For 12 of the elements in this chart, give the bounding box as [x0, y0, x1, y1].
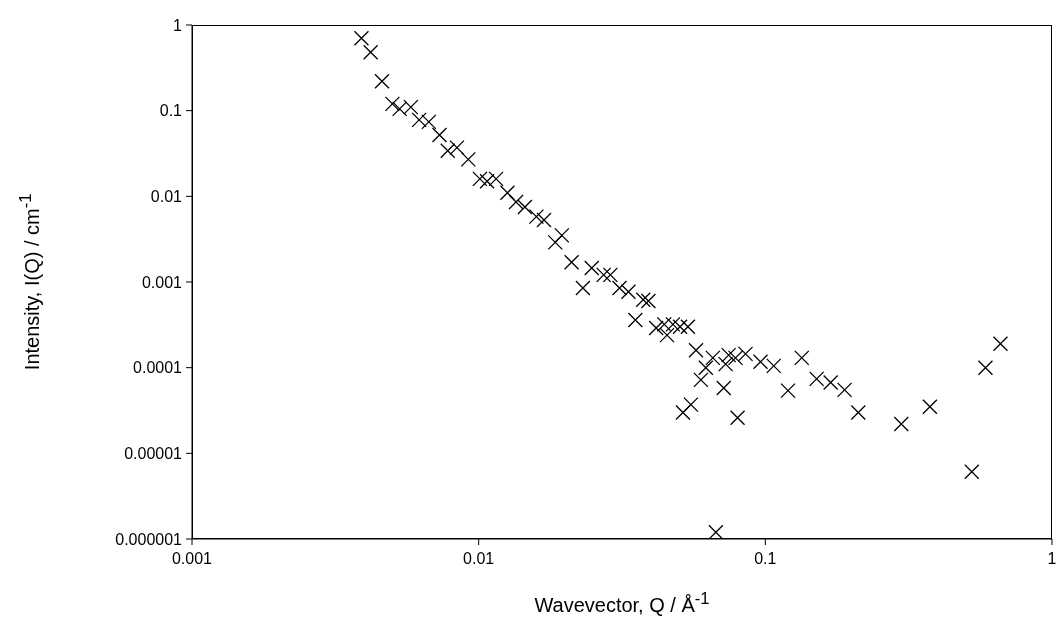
x-tick-label: 0.1: [754, 550, 777, 568]
y-tick-label: 1: [173, 16, 183, 34]
x-tick-label: 0.01: [463, 550, 495, 568]
y-tick-label: 0.000001: [115, 530, 183, 548]
y-tick-label: 0.00001: [124, 445, 183, 463]
x-tick-label: 1: [1047, 550, 1057, 568]
x-axis-title: Wavevector, Q / Å$^{-1}$: [533, 589, 711, 617]
y-tick-label: 0.01: [150, 188, 183, 206]
y-tick-label: 0.0001: [133, 359, 183, 377]
y-tick-label: 0.1: [159, 102, 183, 120]
y-tick-label: 0.001: [141, 273, 183, 291]
x-tick-label: 0.001: [171, 550, 213, 568]
